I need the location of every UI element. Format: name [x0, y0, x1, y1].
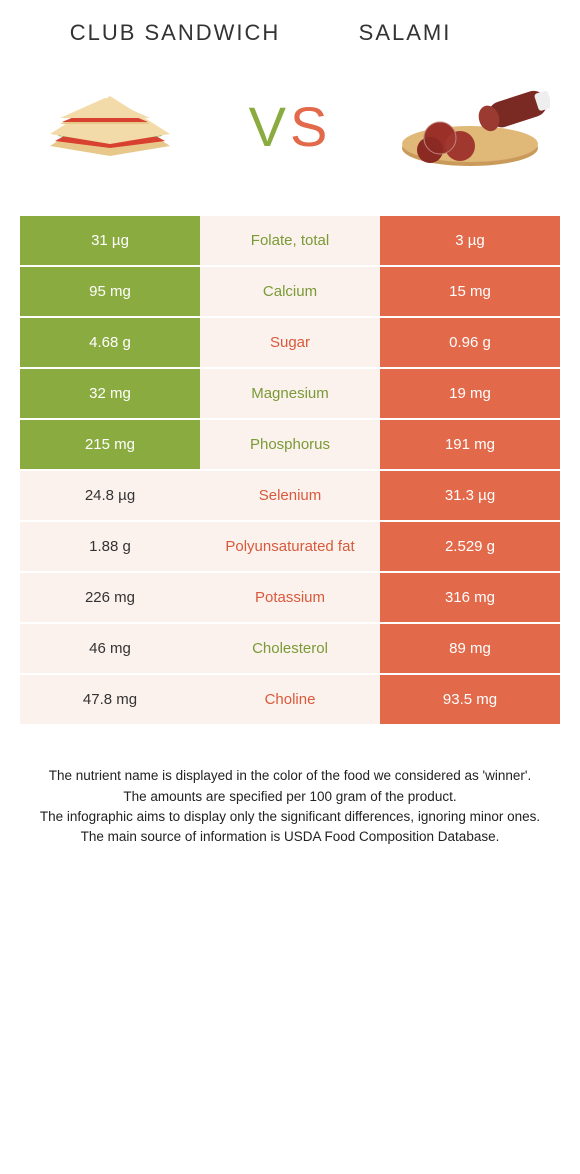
nutrient-label: Cholesterol: [200, 624, 380, 673]
footer-line: The main source of information is USDA F…: [30, 827, 550, 847]
table-row: 4.68 gSugar0.96 g: [20, 318, 560, 369]
left-value: 31 µg: [20, 216, 200, 265]
right-value: 15 mg: [380, 267, 560, 316]
left-value: 226 mg: [20, 573, 200, 622]
vs-row: VS: [0, 76, 580, 216]
nutrient-label: Calcium: [200, 267, 380, 316]
footer-line: The infographic aims to display only the…: [30, 807, 550, 827]
table-row: 31 µgFolate, total3 µg: [20, 216, 560, 267]
table-row: 226 mgPotassium316 mg: [20, 573, 560, 624]
nutrient-label: Folate, total: [200, 216, 380, 265]
footer-line: The nutrient name is displayed in the co…: [30, 766, 550, 786]
vs-s: S: [290, 95, 331, 158]
right-value: 191 mg: [380, 420, 560, 469]
comparison-table: 31 µgFolate, total3 µg95 mgCalcium15 mg4…: [20, 216, 560, 726]
nutrient-label: Phosphorus: [200, 420, 380, 469]
nutrient-label: Choline: [200, 675, 380, 724]
header: Club sandwich Salami: [0, 0, 580, 76]
left-value: 215 mg: [20, 420, 200, 469]
table-row: 47.8 mgCholine93.5 mg: [20, 675, 560, 726]
vs-v: V: [249, 95, 290, 158]
right-value: 89 mg: [380, 624, 560, 673]
right-value: 31.3 µg: [380, 471, 560, 520]
footer-notes: The nutrient name is displayed in the co…: [0, 726, 580, 877]
table-row: 46 mgCholesterol89 mg: [20, 624, 560, 675]
left-value: 32 mg: [20, 369, 200, 418]
right-value: 3 µg: [380, 216, 560, 265]
left-value: 1.88 g: [20, 522, 200, 571]
left-value: 46 mg: [20, 624, 200, 673]
right-food-title: Salami: [290, 20, 520, 46]
nutrient-label: Magnesium: [200, 369, 380, 418]
nutrient-label: Polyunsaturated fat: [200, 522, 380, 571]
sandwich-icon: [30, 76, 190, 176]
right-value: 19 mg: [380, 369, 560, 418]
left-value: 4.68 g: [20, 318, 200, 367]
left-value: 24.8 µg: [20, 471, 200, 520]
table-row: 32 mgMagnesium19 mg: [20, 369, 560, 420]
left-value: 95 mg: [20, 267, 200, 316]
left-value: 47.8 mg: [20, 675, 200, 724]
nutrient-label: Potassium: [200, 573, 380, 622]
right-value: 93.5 mg: [380, 675, 560, 724]
right-value: 0.96 g: [380, 318, 560, 367]
salami-icon: [390, 76, 550, 176]
nutrient-label: Selenium: [200, 471, 380, 520]
left-food-title: Club sandwich: [60, 20, 290, 46]
vs-label: VS: [249, 94, 332, 159]
table-row: 215 mgPhosphorus191 mg: [20, 420, 560, 471]
right-value: 316 mg: [380, 573, 560, 622]
right-value: 2.529 g: [380, 522, 560, 571]
footer-line: The amounts are specified per 100 gram o…: [30, 787, 550, 807]
table-row: 1.88 gPolyunsaturated fat2.529 g: [20, 522, 560, 573]
table-row: 95 mgCalcium15 mg: [20, 267, 560, 318]
table-row: 24.8 µgSelenium31.3 µg: [20, 471, 560, 522]
nutrient-label: Sugar: [200, 318, 380, 367]
